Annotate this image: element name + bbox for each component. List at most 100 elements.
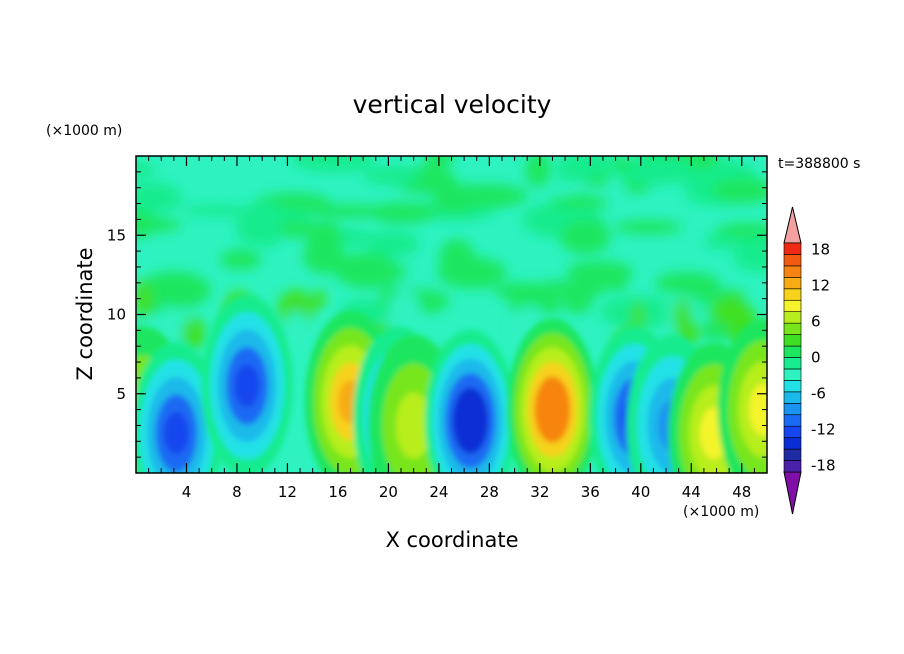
x-tick-label: 16 (328, 483, 347, 501)
colorbar-segment (783, 425, 802, 438)
x-unit-label: (×1000 m) (683, 504, 759, 520)
x-tick-label: 4 (182, 483, 192, 501)
neutral-patch (271, 218, 317, 238)
weak-motion-patch (312, 289, 326, 309)
x-tick-label: 24 (429, 483, 448, 501)
colorbar-segment (783, 311, 802, 324)
chart-title: vertical velocity (353, 90, 552, 119)
y-axis-label: Z coordinate (73, 247, 97, 380)
x-tick-label: 48 (732, 483, 751, 501)
x-tick-label: 12 (278, 483, 297, 501)
neutral-patch (439, 239, 475, 275)
weak-motion-patch (282, 310, 311, 361)
colorbar-segment (783, 265, 802, 278)
neutral-patch (310, 204, 388, 218)
weak-motion-patch (136, 279, 153, 319)
colorbar-segment (783, 414, 802, 427)
x-tick-label: 44 (682, 483, 701, 501)
x-tick-label: 8 (232, 483, 242, 501)
colorbar-segment (783, 460, 802, 473)
updraft-cell (717, 318, 767, 473)
neutral-patch (562, 286, 594, 314)
colorbar-segment (783, 254, 802, 267)
colorbar-segment (783, 448, 802, 461)
neutral-patch (365, 230, 420, 257)
contour-level (395, 392, 432, 459)
contour-level (234, 364, 260, 408)
colorbar-segment (783, 357, 802, 370)
colorbar-segment (783, 380, 802, 393)
neutral-patch (711, 177, 767, 204)
neutral-patch (334, 252, 399, 289)
colorbar-label: -12 (811, 420, 836, 438)
neutral-patch (559, 219, 611, 255)
y-tick-label: 5 (116, 385, 126, 403)
neutral-patch (235, 210, 274, 246)
neutral-patch (613, 220, 683, 235)
colorbar-max-arrow (783, 206, 802, 244)
x-ticks: 4 8 12 16 20 24 28 32 36 40 44 48 (148, 156, 755, 501)
colorbar-label: 6 (811, 313, 821, 331)
contour-level (164, 411, 189, 455)
weak-motion-patch (182, 317, 206, 350)
x-axis-label: X coordinate (385, 528, 518, 552)
neutral-patch (367, 202, 438, 224)
contour-level (459, 402, 482, 440)
downdraft-cell (424, 329, 517, 473)
neutral-patch (732, 235, 767, 273)
y-unit-label: (×1000 m) (46, 123, 122, 139)
neutral-patch (362, 165, 421, 186)
x-tick-label: 20 (379, 483, 398, 501)
colorbar-segment (783, 277, 802, 290)
colorbar-segment (783, 288, 802, 301)
weak-motion-patch (631, 302, 645, 328)
colorbar-segment (783, 391, 802, 404)
neutral-patch (432, 182, 479, 214)
y-tick-label: 10 (107, 306, 126, 324)
colorbar: 18 12 6 0 -6 -12 -18 (783, 206, 836, 515)
colorbar-segment (783, 345, 802, 358)
neutral-patch (701, 319, 734, 341)
colorbar-segment (783, 299, 802, 312)
weak-motion-patch (387, 290, 422, 333)
neutral-patch (138, 271, 211, 309)
downdraft-cell (136, 342, 223, 473)
colorbar-label: 0 (811, 349, 821, 367)
neutral-patch (219, 249, 261, 270)
y-ticks: 5 10 15 (107, 171, 767, 458)
colorbar-segment (783, 437, 802, 450)
colorbar-segment (783, 368, 802, 381)
colorbar-label: 12 (811, 277, 830, 295)
colorbar-segment (783, 402, 802, 416)
updraft-cell (506, 318, 599, 473)
x-tick-label: 36 (581, 483, 600, 501)
x-tick-label: 32 (530, 483, 549, 501)
neutral-patch (136, 161, 157, 178)
downdraft-cell (201, 294, 293, 473)
neutral-patch (136, 217, 183, 233)
neutral-patch (565, 261, 634, 283)
colorbar-segment (783, 322, 802, 335)
velocity-field (136, 156, 767, 473)
neutral-patch (179, 204, 258, 216)
colorbar-label: -6 (811, 384, 826, 402)
neutral-patch (549, 196, 610, 209)
colorbar-label: 18 (811, 241, 830, 259)
time-label: t=388800 s (778, 156, 860, 172)
neutral-patch (525, 156, 551, 188)
colorbar-segment (783, 242, 802, 255)
neutral-patch (290, 156, 375, 173)
contour-level (748, 383, 767, 436)
colorbar-min-arrow (783, 471, 802, 515)
neutral-patch (654, 272, 720, 295)
y-tick-label: 15 (107, 226, 126, 244)
x-tick-label: 40 (631, 483, 650, 501)
neutral-patch (558, 156, 616, 178)
neutral-patch (704, 233, 736, 250)
x-tick-label: 28 (480, 483, 499, 501)
colorbar-label: -18 (811, 456, 836, 474)
convective-cells (136, 294, 767, 473)
neutral-patch (136, 182, 182, 213)
colorbar-segment (783, 334, 802, 347)
